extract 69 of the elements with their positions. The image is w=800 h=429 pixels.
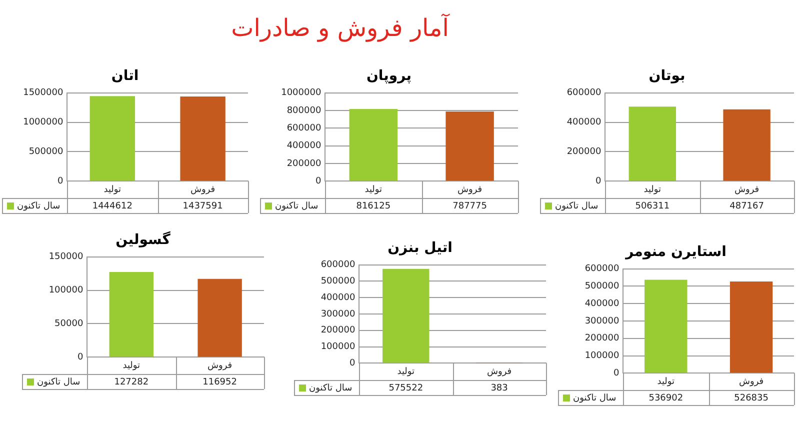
data-label: 787775 (452, 201, 487, 212)
data-label: 506311 (635, 201, 670, 212)
text: آمار فروش و صادرات (231, 14, 449, 43)
chart-title: اتیل بنزن (388, 240, 452, 256)
x-tick-label: تولید (644, 184, 662, 195)
legend-label: سال تاکنون (37, 377, 80, 388)
legend-label: سال تاکنون (275, 201, 318, 212)
y-tick-label: 50000 (54, 319, 84, 330)
chart-title: استایرن منومر (624, 244, 726, 260)
y-tick-label: 300000 (584, 316, 620, 326)
y-tick-label: 400000 (584, 298, 620, 309)
y-tick-label: 400000 (320, 292, 356, 303)
y-tick-label: 1000000 (281, 88, 322, 98)
y-tick-label: 0 (595, 176, 602, 187)
y-tick-label: 300000 (320, 309, 356, 320)
y-tick-label: 0 (77, 352, 84, 363)
y-tick-label: 800000 (286, 106, 322, 116)
y-tick-label: 100000 (320, 342, 356, 352)
data-label: 116952 (202, 377, 237, 388)
y-tick-label: 500000 (28, 147, 64, 158)
data-label: 383 (490, 383, 508, 394)
data-label: 816125 (356, 201, 391, 212)
y-tick-label: 1000000 (23, 118, 64, 128)
data-label: 1444612 (92, 201, 132, 212)
x-tick-label: فروش (734, 184, 760, 195)
data-label: 536902 (648, 393, 684, 404)
y-tick-label: 0 (349, 358, 356, 369)
y-tick-label: 600000 (584, 264, 620, 274)
chart-title: بوتان (648, 68, 686, 84)
x-tick-label: تولید (104, 184, 122, 195)
y-tick-label: 100000 (584, 351, 620, 362)
y-tick-label: 400000 (566, 118, 602, 128)
y-tick-label: 600000 (286, 124, 322, 134)
y-tick-label: 600000 (566, 88, 602, 98)
y-tick-label: 200000 (584, 334, 620, 344)
x-tick-label: تولید (364, 184, 383, 195)
legend-label: سال تاکنون (17, 201, 60, 212)
y-tick-label: 1500000 (23, 88, 64, 98)
y-tick-label: 500000 (584, 282, 620, 292)
x-tick-label: فروش (738, 376, 764, 387)
chart-title: پروپان (366, 68, 412, 84)
x-tick-label: تولید (122, 360, 141, 371)
y-tick-label: 500000 (320, 276, 356, 287)
x-tick-label: تولید (397, 366, 416, 377)
chart-title: گسولین (116, 231, 172, 248)
data-label: 127282 (114, 377, 149, 388)
data-label: 526835 (734, 393, 768, 404)
data-label: 487167 (730, 201, 764, 212)
y-tick-label: 0 (57, 176, 64, 187)
y-tick-label: 0 (315, 176, 322, 187)
y-tick-label: 200000 (286, 158, 322, 169)
legend-label: سال تاکنون (309, 383, 352, 394)
x-tick-label: فروش (190, 184, 216, 195)
y-tick-label: 150000 (48, 252, 84, 262)
data-label: 1437591 (182, 201, 223, 212)
x-tick-label: تولید (657, 376, 676, 387)
x-tick-label: فروش (457, 184, 482, 195)
x-tick-label: فروش (207, 360, 232, 371)
y-tick-label: 0 (613, 368, 620, 379)
y-tick-label: 100000 (48, 286, 84, 296)
data-label: 575522 (388, 383, 424, 394)
y-tick-label: 400000 (286, 141, 322, 152)
x-tick-label: فروش (486, 366, 512, 377)
legend-label: سال تاکنون (573, 393, 616, 404)
y-tick-label: 200000 (320, 326, 356, 336)
y-tick-label: 600000 (320, 260, 356, 270)
y-tick-label: 200000 (566, 147, 602, 158)
legend-label: سال تاکنون (555, 201, 598, 212)
chart-title: اتان (111, 68, 139, 84)
